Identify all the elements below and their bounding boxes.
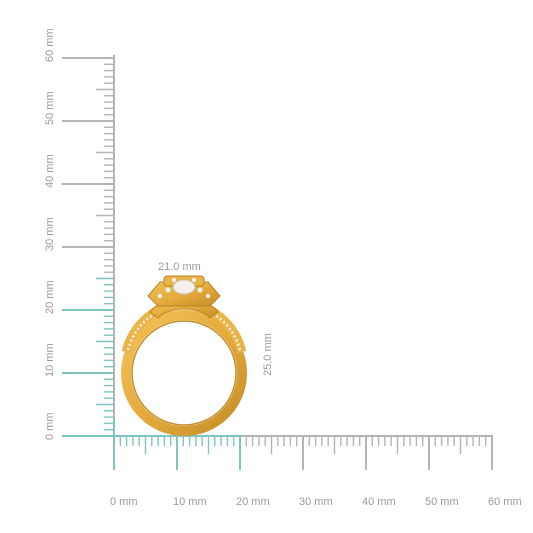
center-stone: [172, 279, 196, 295]
x-axis-label-20: 20 mm: [236, 496, 270, 508]
height-measurement-label: 25.0 mm: [262, 333, 274, 376]
x-axis-label-30: 30 mm: [299, 496, 333, 508]
ring-shank: [121, 310, 247, 436]
width-measurement-label: 21.0 mm: [158, 261, 201, 273]
y-axis-label-40: 40 mm: [44, 154, 56, 188]
x-axis-label-40: 40 mm: [362, 496, 396, 508]
y-axis-label-50: 50 mm: [44, 91, 56, 125]
x-axis-label-50: 50 mm: [425, 496, 459, 508]
x-axis-label-10: 10 mm: [173, 496, 207, 508]
y-axis-label-0: 0 mm: [44, 412, 56, 441]
x-axis-label-0: 0 mm: [110, 496, 138, 508]
y-axis-label-20: 20 mm: [44, 280, 56, 314]
y-axis-label-60: 60 mm: [44, 28, 56, 62]
x-axis-label-60: 60 mm: [488, 496, 522, 508]
y-axis-label-10: 10 mm: [44, 343, 56, 377]
ring-shank-inner-edge: [131, 320, 237, 426]
y-axis-label-30: 30 mm: [44, 217, 56, 251]
